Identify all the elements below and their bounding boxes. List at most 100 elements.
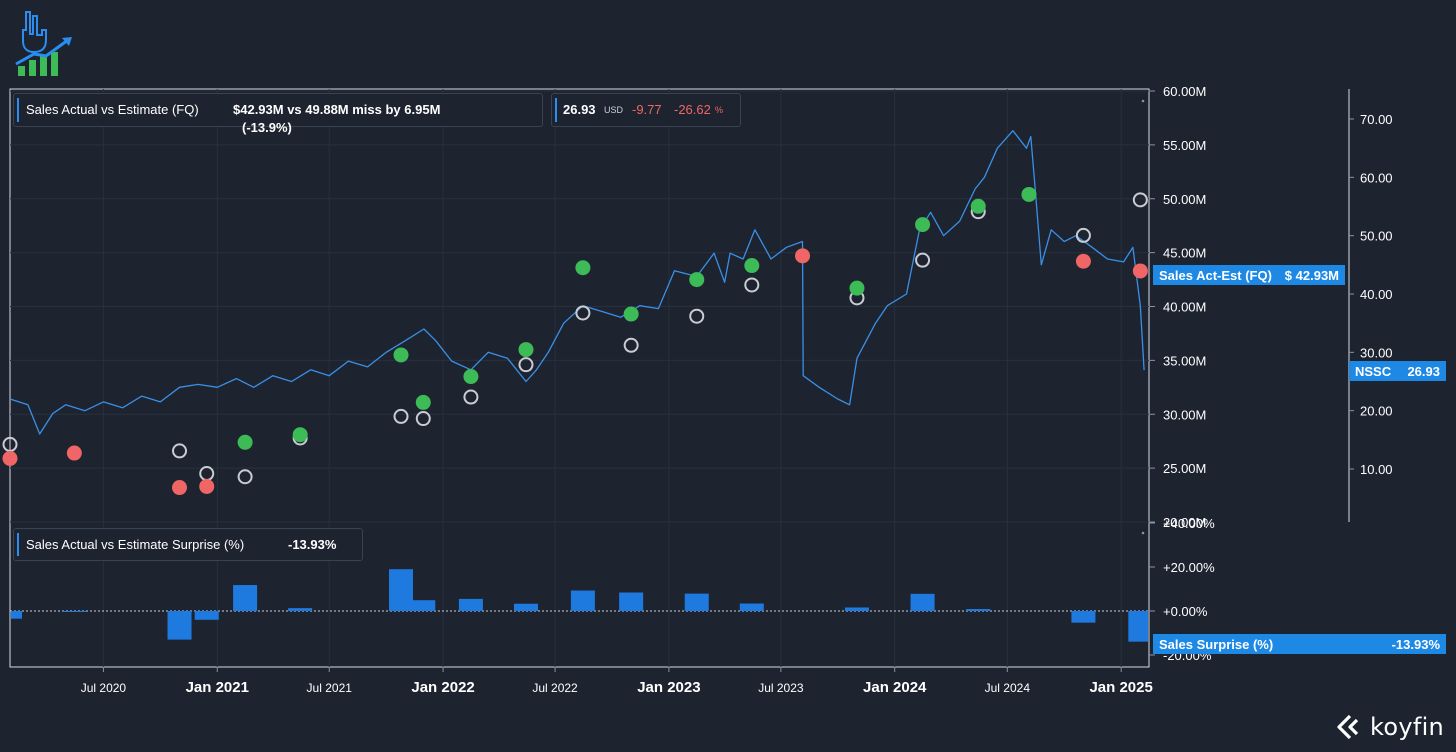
sales-value-tag-label: Sales Act-Est (FQ) [1159, 268, 1272, 283]
actual-miss-marker [1075, 253, 1091, 269]
estimate-marker [463, 389, 479, 405]
sales-legend-value: $42.93M vs 49.88M miss by 6.95M [233, 102, 441, 117]
estimate-marker [623, 337, 639, 353]
rock-hand-logo [15, 11, 72, 76]
surprise-bar [11, 611, 22, 619]
surprise-bar [739, 603, 764, 611]
estimate-marker [1075, 227, 1091, 243]
estimate-marker [689, 308, 705, 324]
surprise-value-tag-value: -13.93% [1392, 637, 1441, 652]
price-value: 26.93 [563, 102, 596, 117]
sales-legend: Sales Actual vs Estimate (FQ) $42.93M vs… [13, 93, 543, 135]
plot-frame [9, 88, 1150, 668]
sales-value-tag [1153, 265, 1345, 285]
surprise-legend-title: Sales Actual vs Estimate Surprise (%) [26, 537, 245, 552]
x-tick-label: Jan 2023 [637, 679, 700, 696]
surprise-bar [619, 592, 644, 611]
panel-handle [1141, 531, 1145, 535]
x-tick-label: Jan 2021 [186, 679, 249, 696]
price-change: -9.77 [632, 102, 662, 117]
actual-beat-marker [292, 427, 308, 443]
actual-beat-marker [518, 342, 534, 358]
actual-miss-marker [172, 480, 188, 496]
sales-axis-label: 30.00M [1163, 407, 1206, 422]
surprise-bar [288, 608, 313, 611]
x-tick-label: Jan 2022 [411, 679, 474, 696]
surprise-bar [194, 611, 219, 620]
surprise-bar [389, 569, 414, 611]
sales-legend-title: Sales Actual vs Estimate (FQ) [26, 102, 199, 117]
surprise-bar [411, 600, 436, 611]
sales-axis-label: 35.00M [1163, 353, 1206, 368]
estimate-marker [415, 411, 431, 427]
surprise-bar [513, 603, 538, 611]
estimate-marker [172, 443, 188, 459]
actual-miss-marker [66, 445, 82, 461]
panel-handle [1141, 99, 1145, 103]
x-tick-label: Jul 2024 [985, 681, 1031, 695]
actual-beat-marker [623, 306, 639, 322]
price-axis-label: 30.00 [1360, 345, 1393, 360]
estimate-marker [2, 436, 18, 452]
estimate-marker [575, 305, 591, 321]
sales-axis-label: 60.00M [1163, 84, 1206, 99]
x-tick-label: Jan 2025 [1089, 679, 1152, 696]
surprise-bar [233, 585, 258, 611]
price-legend: 26.93 USD -9.77 -26.62 % [551, 93, 741, 127]
sales-axis-label: 45.00M [1163, 246, 1206, 261]
surprise-axis-label: +0.00% [1163, 604, 1208, 619]
price-axis-label: 70.00 [1360, 112, 1393, 127]
estimate-marker [393, 408, 409, 424]
surprise-legend-value: -13.93% [288, 537, 337, 552]
surprise-value-tag [1153, 634, 1446, 654]
actual-beat-marker [393, 347, 409, 363]
surprise-bar [62, 611, 87, 612]
surprise-axis-label: +20.00% [1163, 560, 1215, 575]
actual-beat-marker [463, 369, 479, 385]
sales-axis-label: 25.00M [1163, 461, 1206, 476]
actual-miss-marker [795, 248, 811, 264]
actual-miss-marker [2, 450, 18, 466]
sales-axis-label: 20.00M [1163, 515, 1206, 530]
price-axis-label: 20.00 [1360, 404, 1393, 419]
actual-miss-marker [199, 478, 215, 494]
surprise-bar [966, 609, 991, 611]
actual-beat-marker [970, 198, 986, 214]
surprise-bar [684, 593, 709, 611]
price-value-tag-label: NSSC [1355, 364, 1392, 379]
price-axis-label: 40.00 [1360, 287, 1393, 302]
x-tick-label: Jul 2023 [758, 681, 804, 695]
actual-beat-marker [415, 394, 431, 410]
sales-axis-label: 40.00M [1163, 300, 1206, 315]
sales-value-tag-value: $ 42.93M [1285, 268, 1339, 283]
actual-beat-marker [915, 217, 931, 233]
surprise-legend: Sales Actual vs Estimate Surprise (%) -1… [13, 528, 363, 561]
estimate-marker [744, 277, 760, 293]
x-tick-label: Jul 2022 [532, 681, 578, 695]
x-tick-label: Jul 2020 [81, 681, 127, 695]
price-change-pct-sign: % [715, 105, 724, 115]
price-line [9, 130, 1145, 435]
actual-miss-marker [1132, 263, 1148, 279]
price-currency: USD [604, 105, 624, 115]
surprise-bar [1128, 611, 1148, 642]
surprise-bar [570, 590, 595, 611]
koyfin-wordmark: koyfin [1370, 713, 1445, 741]
actual-beat-marker [744, 258, 760, 274]
sales-axis-label: 55.00M [1163, 138, 1206, 153]
surprise-bar [458, 598, 483, 611]
koyfin-icon [1337, 714, 1359, 740]
estimate-marker [237, 469, 253, 485]
surprise-bar [167, 611, 192, 640]
actual-beat-marker [849, 280, 865, 296]
legend-color-bar [17, 533, 19, 556]
x-tick-label: Jan 2024 [863, 679, 927, 696]
price-value-tag [1349, 361, 1446, 381]
estimate-marker [1132, 192, 1148, 208]
price-value-tag-value: 26.93 [1407, 364, 1440, 379]
price-axis-label: 10.00 [1360, 462, 1393, 477]
price-axis-label: 60.00 [1360, 170, 1393, 185]
price-axis-label: 50.00 [1360, 229, 1393, 244]
surprise-bar [1071, 611, 1096, 623]
